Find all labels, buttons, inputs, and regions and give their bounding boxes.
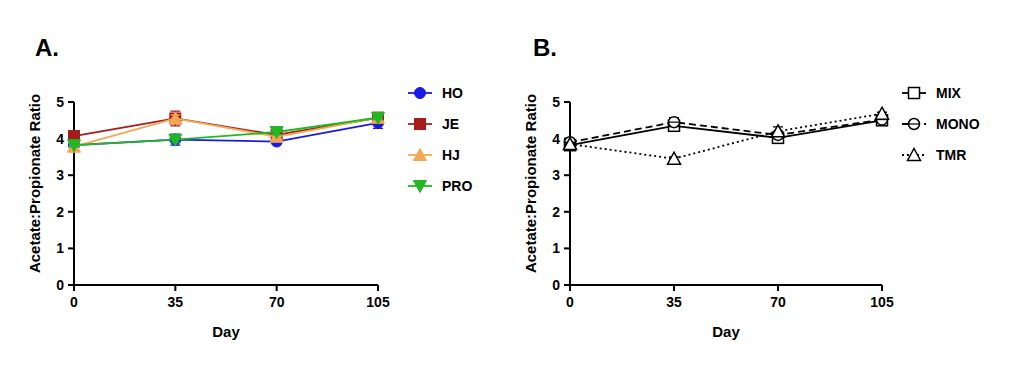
y-tick-label: 5 [552, 94, 560, 110]
x-tick [73, 285, 75, 291]
legend-marker [415, 119, 426, 130]
x-tick [673, 285, 675, 291]
x-tick-label: 0 [70, 294, 78, 310]
y-tick-label: 1 [56, 240, 64, 256]
marker-detail [669, 122, 680, 123]
legend-marker [414, 181, 427, 193]
data-point [170, 134, 181, 145]
x-tick-label: 70 [770, 294, 786, 310]
data-point [372, 112, 385, 124]
x-tick-label: 105 [366, 294, 390, 310]
y-tick-label: 1 [552, 240, 560, 256]
series-line [570, 114, 882, 159]
data-point [564, 138, 577, 150]
legend-label: JE [442, 116, 459, 132]
legend-label: PRO [442, 178, 472, 194]
y-tick [68, 101, 74, 103]
legend-label: TMR [936, 147, 966, 163]
legend-label: MIX [936, 85, 962, 101]
legend-marker [909, 88, 920, 99]
plot-area [564, 107, 889, 164]
x-axis-label: Day [712, 323, 740, 340]
figure: A.01234503570105DayAcetate:Propionate Ra… [0, 0, 1024, 370]
y-tick-label: 3 [552, 167, 560, 183]
x-tick-label: 105 [870, 294, 894, 310]
y-axis-label: Acetate:Propionate Ratio [26, 94, 43, 273]
data-point [68, 140, 81, 152]
y-tick [564, 101, 570, 103]
chart-panel: A. 0 1 2 3 4 5 0 35 70 105 Day Acetate:Propionate Ra… [26, 34, 472, 340]
series-line [570, 120, 882, 145]
y-tick [68, 247, 74, 249]
plot-area [68, 111, 385, 152]
y-tick-label: 2 [552, 204, 560, 220]
data-point [68, 140, 81, 152]
y-tick [564, 247, 570, 249]
y-axis-label: Acetate:Propionate Ratio [522, 94, 539, 273]
data-point [876, 107, 889, 119]
data-point [372, 111, 385, 123]
y-tick-label: 3 [56, 167, 64, 183]
y-tick-label: 4 [552, 131, 560, 147]
data-point [668, 152, 681, 164]
y-tick-label: 5 [56, 94, 64, 110]
x-axis-label: Day [212, 323, 240, 340]
y-tick-label: 0 [552, 277, 560, 293]
legend-label: MONO [936, 116, 980, 132]
x-tick [377, 285, 379, 291]
x-tick-label: 0 [566, 294, 574, 310]
panel-title: A. [35, 34, 59, 61]
legend-label: HO [442, 85, 463, 101]
data-point [669, 117, 680, 128]
legend-label: HJ [442, 147, 460, 163]
x-tick [777, 285, 779, 291]
y-tick [68, 174, 74, 176]
x-tick [569, 285, 571, 291]
data-point [270, 127, 283, 139]
marker-detail [909, 123, 920, 124]
x-tick [881, 285, 883, 291]
y-tick [564, 174, 570, 176]
x-tick-label: 70 [269, 294, 285, 310]
legend-marker [909, 119, 920, 130]
x-tick [174, 285, 176, 291]
series-line [74, 118, 378, 145]
chart-panel: B. 0 1 2 3 4 5 0 35 70 105 Day Acetate:Propionate Ra… [522, 34, 980, 340]
data-point [170, 113, 181, 124]
x-tick [276, 285, 278, 291]
y-tick [68, 211, 74, 213]
legend-marker [414, 149, 427, 161]
y-tick-label: 0 [56, 277, 64, 293]
y-tick-label: 4 [56, 131, 64, 147]
data-point [373, 112, 384, 123]
legend-marker [415, 88, 426, 99]
data-point [772, 125, 785, 137]
legend-marker [908, 149, 921, 161]
data-point [169, 134, 182, 146]
x-tick-label: 35 [666, 294, 682, 310]
x-tick-label: 35 [168, 294, 184, 310]
series-line [570, 120, 882, 143]
panel-title: B. [533, 34, 557, 61]
x-axis-line [74, 284, 378, 286]
y-axis-line [569, 102, 571, 285]
y-axis-line [73, 102, 75, 285]
series-line [74, 118, 378, 147]
x-axis-line [570, 284, 882, 286]
y-tick [564, 211, 570, 213]
data-point [169, 112, 182, 124]
y-tick-label: 2 [56, 204, 64, 220]
